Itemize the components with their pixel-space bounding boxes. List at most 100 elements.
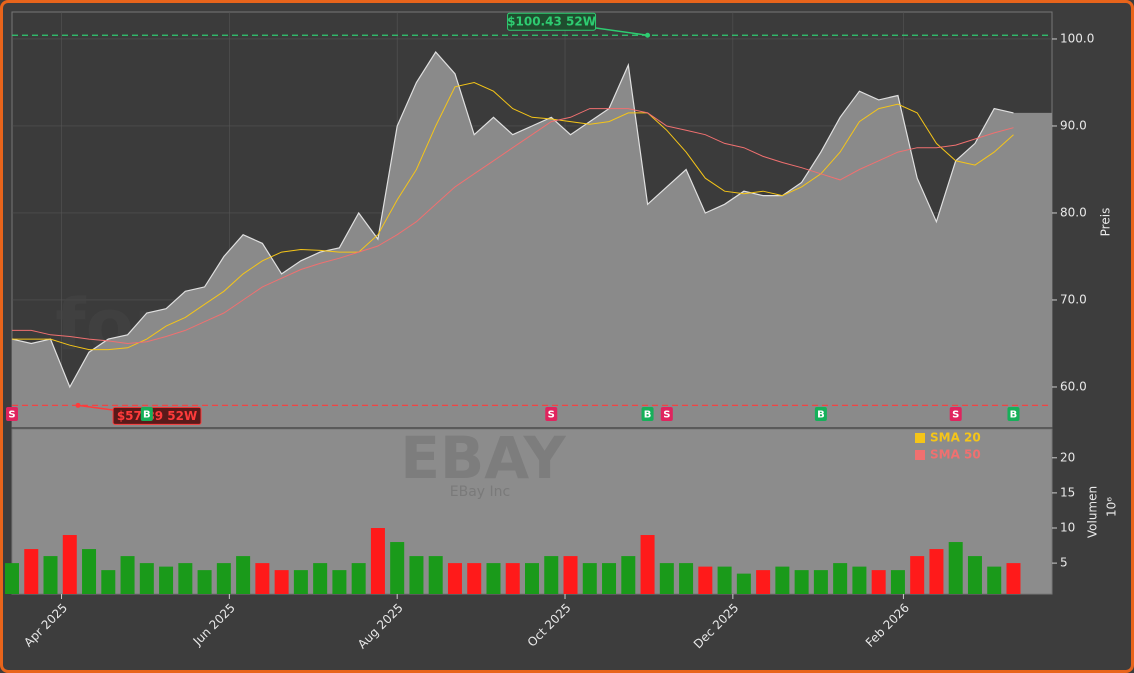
signal-label: S	[548, 410, 555, 421]
volume-bar	[82, 549, 97, 594]
x-tick-label: Apr 2025	[21, 601, 70, 650]
volume-bar	[1006, 563, 1021, 594]
y-tick-label: 60.0	[1060, 379, 1087, 393]
volume-bar	[236, 556, 251, 594]
y-tick-label: 10	[1060, 521, 1075, 535]
x-tick-label: Aug 2025	[355, 601, 406, 652]
y-tick-label: 70.0	[1060, 292, 1087, 306]
signal-label: S	[8, 410, 15, 421]
volume-bar	[159, 566, 174, 594]
volume-bar	[139, 563, 154, 594]
signal-badge	[814, 407, 827, 421]
legend-label: SMA 50	[930, 448, 981, 462]
volume-bar	[197, 570, 212, 594]
legend-label: SMA 20	[930, 431, 981, 445]
annotation-point	[75, 402, 81, 408]
volume-bar	[255, 563, 270, 594]
signal-label: S	[952, 410, 959, 421]
volume-bar	[871, 570, 886, 594]
signal-label: B	[817, 410, 825, 421]
signal-badge	[949, 407, 962, 421]
signal-label: B	[143, 410, 151, 421]
volume-bar	[813, 570, 828, 594]
y-tick-label: 100.0	[1060, 31, 1094, 45]
volume-bar	[967, 556, 982, 594]
volume-bar	[5, 563, 19, 594]
volume-bar	[24, 549, 39, 594]
volume-bar	[274, 570, 289, 594]
volume-bar	[775, 566, 790, 594]
volume-bar	[833, 563, 848, 594]
y-tick-label: 15	[1060, 485, 1075, 499]
volume-bar	[563, 556, 578, 594]
y-tick-label: 20	[1060, 450, 1075, 464]
volume-bar	[351, 563, 366, 594]
signal-badge	[641, 407, 654, 421]
volume-bar	[582, 563, 597, 594]
volume-bar	[640, 535, 655, 594]
volume-bar	[390, 542, 405, 594]
x-tick-label: Oct 2025	[525, 601, 574, 650]
x-tick-label: Jun 2025	[190, 601, 238, 649]
signal-badge	[140, 407, 153, 421]
y-axis-label: Volumen	[1086, 486, 1100, 538]
volume-bar	[756, 570, 771, 594]
volume-bar	[216, 563, 231, 594]
signal-badge	[545, 407, 558, 421]
y-tick-label: 80.0	[1060, 205, 1087, 219]
annotation-box	[112, 406, 202, 425]
volume-bar	[120, 556, 135, 594]
signal-badge	[660, 407, 673, 421]
x-tick-label: Dec 2025	[691, 601, 742, 652]
annotation-label: $100.43 52W	[507, 15, 596, 29]
y-axis-unit: 10⁶	[1105, 497, 1119, 517]
volume-bar	[679, 563, 694, 594]
volume-bar	[313, 563, 328, 594]
annotation-point	[645, 32, 651, 38]
volume-bar	[43, 556, 58, 594]
sma-line	[12, 108, 1014, 345]
signal-badge	[6, 407, 18, 421]
volume-bar	[486, 563, 501, 594]
volume-bar	[428, 556, 443, 594]
volume-bar	[409, 556, 424, 594]
annotation-box	[507, 12, 597, 31]
annotation-label: $57.89 52W	[117, 409, 197, 423]
signal-badge	[1007, 407, 1020, 421]
volume-bar	[736, 573, 751, 594]
volume-bar	[852, 566, 867, 594]
volume-bar	[987, 566, 1002, 594]
volume-bar	[525, 563, 539, 594]
volume-bar	[910, 556, 925, 594]
volume-bar	[467, 563, 482, 594]
volume-bar	[332, 570, 347, 594]
volume-bar	[717, 566, 732, 594]
sma-line	[12, 81, 1014, 351]
x-tick-label: Feb 2026	[863, 601, 912, 650]
price-area	[12, 52, 1052, 427]
watermark: EBAY	[400, 424, 566, 492]
volume-bar	[621, 556, 636, 594]
volume-bar	[370, 528, 385, 594]
volume-bar	[602, 563, 617, 594]
volume-bar	[890, 570, 905, 594]
volume-bar	[698, 566, 713, 594]
watermark: EBay Inc	[450, 484, 510, 500]
volume-bar	[659, 563, 674, 594]
y-axis-label: Preis	[1099, 208, 1113, 237]
volume-bar	[447, 563, 462, 594]
volume-bar	[948, 542, 963, 594]
signal-label: B	[644, 410, 652, 421]
volume-bar	[505, 563, 520, 594]
volume-bar	[62, 535, 77, 594]
legend-swatch	[915, 450, 925, 460]
volume-bar	[794, 570, 809, 594]
volume-bar	[293, 570, 308, 594]
volume-bar	[929, 549, 944, 594]
signal-label: B	[1010, 410, 1018, 421]
price-line	[11, 51, 1014, 389]
legend-swatch	[915, 433, 925, 443]
